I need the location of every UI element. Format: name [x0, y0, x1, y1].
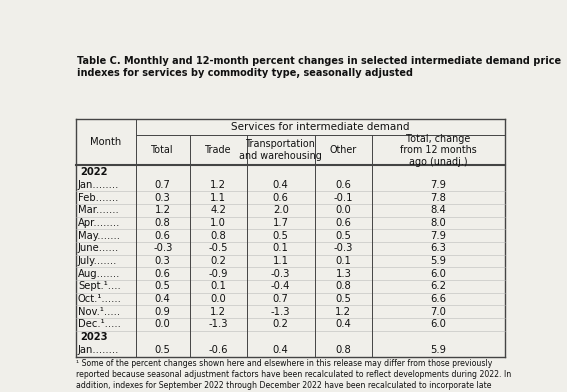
Text: 6.3: 6.3: [430, 243, 446, 253]
Text: 0.2: 0.2: [273, 319, 289, 329]
Text: -0.3: -0.3: [271, 269, 290, 279]
Text: -0.3: -0.3: [333, 243, 353, 253]
Text: -0.5: -0.5: [208, 243, 228, 253]
Text: 8.4: 8.4: [430, 205, 446, 215]
Text: 1.7: 1.7: [273, 218, 289, 228]
Text: 1.1: 1.1: [273, 256, 289, 266]
Text: 7.0: 7.0: [430, 307, 446, 317]
Text: 2.0: 2.0: [273, 205, 289, 215]
Text: Dec.¹.....: Dec.¹.....: [78, 319, 121, 329]
Text: 0.5: 0.5: [155, 281, 171, 291]
Text: Oct.¹......: Oct.¹......: [78, 294, 122, 304]
Text: 1.1: 1.1: [210, 192, 226, 203]
Text: 1.0: 1.0: [210, 218, 226, 228]
Text: Jan........: Jan........: [78, 345, 119, 356]
Text: 6.0: 6.0: [430, 269, 446, 279]
Text: 0.8: 0.8: [210, 230, 226, 241]
Text: 0.6: 0.6: [273, 192, 289, 203]
Text: Sept.¹....: Sept.¹....: [78, 281, 121, 291]
Text: 0.3: 0.3: [155, 256, 171, 266]
Text: 0.5: 0.5: [155, 345, 171, 356]
Text: 0.0: 0.0: [210, 294, 226, 304]
Text: -1.3: -1.3: [271, 307, 290, 317]
Text: ¹ Some of the percent changes shown here and elsewhere in this release may diffe: ¹ Some of the percent changes shown here…: [76, 359, 511, 392]
Text: 0.5: 0.5: [336, 294, 351, 304]
Text: -0.4: -0.4: [271, 281, 290, 291]
Text: Month: Month: [90, 138, 122, 147]
Text: 0.2: 0.2: [210, 256, 226, 266]
Text: Apr........: Apr........: [78, 218, 120, 228]
Text: 2023: 2023: [81, 332, 108, 342]
Text: -0.9: -0.9: [208, 269, 228, 279]
Text: Aug.......: Aug.......: [78, 269, 120, 279]
Text: Transportation
and warehousing: Transportation and warehousing: [239, 140, 322, 161]
Text: 1.2: 1.2: [335, 307, 352, 317]
Text: Mar.......: Mar.......: [78, 205, 119, 215]
Text: -0.6: -0.6: [208, 345, 228, 356]
Text: 0.8: 0.8: [155, 218, 171, 228]
Text: 0.4: 0.4: [273, 345, 289, 356]
Text: 0.1: 0.1: [273, 243, 289, 253]
Text: 0.3: 0.3: [155, 192, 171, 203]
Text: 7.9: 7.9: [430, 180, 446, 190]
Text: 0.7: 0.7: [273, 294, 289, 304]
Text: -1.3: -1.3: [208, 319, 228, 329]
Text: 6.6: 6.6: [430, 294, 446, 304]
Text: 7.8: 7.8: [430, 192, 446, 203]
Text: Table C. Monthly and 12-month percent changes in selected intermediate demand pr: Table C. Monthly and 12-month percent ch…: [77, 56, 561, 78]
Text: 0.8: 0.8: [336, 281, 351, 291]
Text: 0.6: 0.6: [155, 230, 171, 241]
Text: 7.9: 7.9: [430, 230, 446, 241]
Text: 0.1: 0.1: [210, 281, 226, 291]
Text: 0.5: 0.5: [273, 230, 289, 241]
Text: 0.4: 0.4: [273, 180, 289, 190]
Text: July.......: July.......: [78, 256, 117, 266]
Text: 0.0: 0.0: [336, 205, 351, 215]
Text: Feb.......: Feb.......: [78, 192, 119, 203]
Text: 0.6: 0.6: [155, 269, 171, 279]
Text: 0.0: 0.0: [155, 319, 171, 329]
Text: 5.9: 5.9: [430, 345, 446, 356]
Text: Trade: Trade: [205, 145, 231, 155]
Text: 1.2: 1.2: [155, 205, 171, 215]
Text: 0.4: 0.4: [336, 319, 351, 329]
Text: 4.2: 4.2: [210, 205, 226, 215]
Text: -0.3: -0.3: [153, 243, 172, 253]
Text: Nov.¹.....: Nov.¹.....: [78, 307, 120, 317]
Text: 2022: 2022: [81, 167, 108, 177]
Text: 6.2: 6.2: [430, 281, 446, 291]
Text: Services for intermediate demand: Services for intermediate demand: [231, 122, 410, 132]
Text: 1.2: 1.2: [210, 180, 226, 190]
Text: Jan........: Jan........: [78, 180, 119, 190]
Text: 6.0: 6.0: [430, 319, 446, 329]
Text: 5.9: 5.9: [430, 256, 446, 266]
Text: -0.1: -0.1: [333, 192, 353, 203]
Text: 0.6: 0.6: [336, 218, 351, 228]
Text: 0.8: 0.8: [336, 345, 351, 356]
Text: 0.7: 0.7: [155, 180, 171, 190]
Text: June......: June......: [78, 243, 119, 253]
Text: 0.4: 0.4: [155, 294, 171, 304]
Text: May.......: May.......: [78, 230, 120, 241]
Text: Total: Total: [151, 145, 174, 155]
Text: 0.1: 0.1: [336, 256, 351, 266]
Text: 8.0: 8.0: [430, 218, 446, 228]
Text: Other: Other: [329, 145, 357, 155]
Text: 0.6: 0.6: [336, 180, 351, 190]
Text: 1.3: 1.3: [336, 269, 351, 279]
Text: 1.2: 1.2: [210, 307, 226, 317]
Text: 0.5: 0.5: [336, 230, 351, 241]
Text: 0.9: 0.9: [155, 307, 171, 317]
Text: Total, change
from 12 months
ago (unadj.): Total, change from 12 months ago (unadj.…: [400, 134, 477, 167]
